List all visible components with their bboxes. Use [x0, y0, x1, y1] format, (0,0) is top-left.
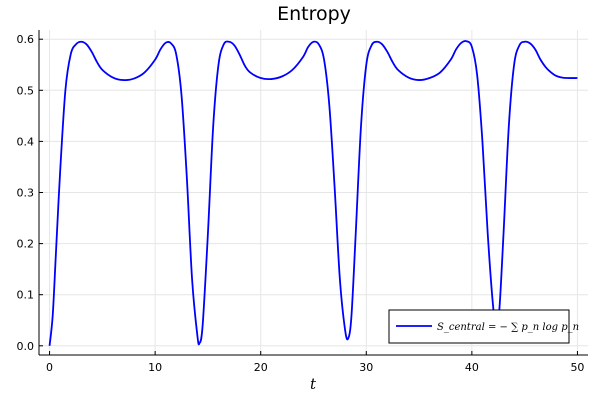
chart-title: Entropy	[277, 3, 351, 25]
y-tick-label: 0.0	[17, 340, 35, 353]
x-ticks: 0 10 20 30 40 50	[46, 351, 584, 374]
x-tick-label: 30	[359, 361, 373, 374]
y-tick-label: 0.6	[17, 33, 35, 46]
x-tick-label: 0	[46, 361, 53, 374]
legend-label: S_central = − ∑ p_n log p_n	[437, 322, 579, 333]
x-tick-label: 10	[148, 361, 162, 374]
x-axis-label: t	[310, 375, 317, 393]
y-tick-label: 0.3	[17, 187, 35, 200]
y-tick-label: 0.5	[17, 84, 35, 97]
x-tick-label: 40	[465, 361, 479, 374]
x-tick-label: 20	[254, 361, 268, 374]
grid	[39, 30, 588, 355]
y-tick-label: 0.2	[17, 238, 35, 251]
series-line	[48, 40, 578, 346]
y-tick-label: 0.4	[17, 135, 35, 148]
y-ticks: 0.0 0.1 0.2 0.3 0.4 0.5 0.6	[17, 33, 43, 353]
x-tick-label: 50	[570, 361, 584, 374]
y-tick-label: 0.1	[17, 289, 35, 302]
legend: S_central = − ∑ p_n log p_n	[388, 309, 579, 344]
